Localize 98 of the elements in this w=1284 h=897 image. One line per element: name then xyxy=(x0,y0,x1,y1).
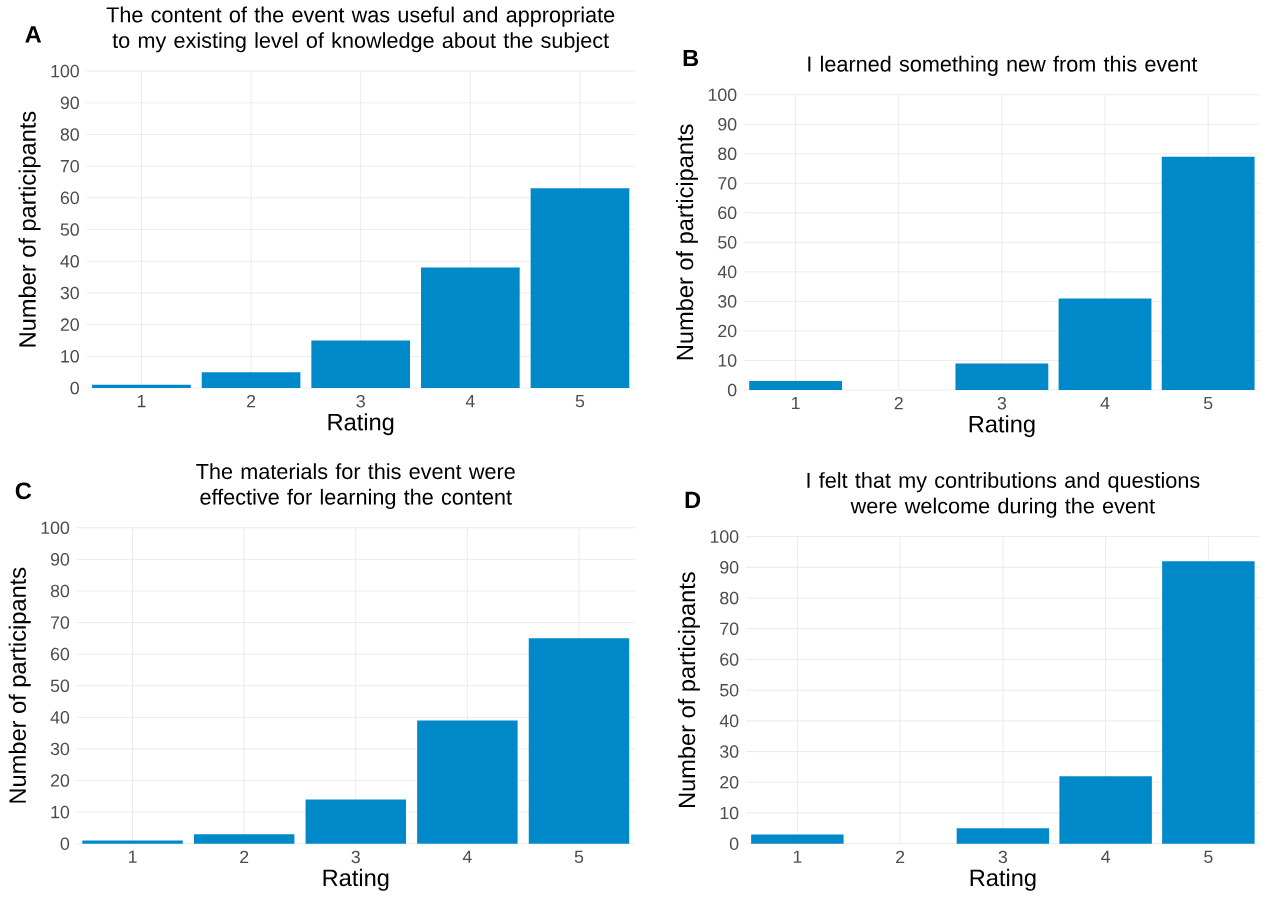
x-tick-label: 1 xyxy=(129,850,137,863)
bar xyxy=(1162,561,1255,844)
x-axis-title: Rating xyxy=(970,868,1036,891)
x-tick-label: 3 xyxy=(351,850,360,864)
y-tick-label: 100 xyxy=(51,64,79,78)
bar xyxy=(92,384,191,388)
y-tick-label: 20 xyxy=(720,775,739,789)
y-tick-label: 10 xyxy=(718,353,737,367)
y-tick-label: 80 xyxy=(50,584,70,598)
y-tick-label: 0 xyxy=(727,383,737,397)
chart-title: I felt that my contributions and questions were welcome during the event xyxy=(807,471,1200,518)
y-tick-label: 30 xyxy=(720,745,739,758)
x-tick-label: 3 xyxy=(998,850,1008,864)
y-tick-label: 60 xyxy=(60,191,79,204)
x-tick-label: 4 xyxy=(1101,850,1111,863)
y-tick-label: 20 xyxy=(718,324,737,338)
bar xyxy=(201,371,301,388)
x-tick-label: 2 xyxy=(240,850,249,863)
y-axis-title: Number of participants xyxy=(677,572,700,807)
y-tick-label: 90 xyxy=(50,552,70,566)
text: D xyxy=(685,491,701,508)
x-tick-label: 1 xyxy=(793,850,802,863)
y-tick-label: 30 xyxy=(718,294,737,308)
text: A xyxy=(25,26,42,43)
y-tick-label: 70 xyxy=(60,159,79,173)
x-axis-title: Rating xyxy=(328,412,394,435)
y-tick-label: 20 xyxy=(60,318,79,331)
bar xyxy=(528,638,630,844)
bar xyxy=(305,799,406,844)
bar xyxy=(421,267,520,388)
y-tick-label: 100 xyxy=(708,88,737,101)
y-tick-label: 80 xyxy=(718,147,737,160)
y-tick-label: 0 xyxy=(70,381,79,395)
x-tick-label: 5 xyxy=(574,850,584,863)
y-tick-label: 80 xyxy=(720,591,739,605)
x-tick-label: 5 xyxy=(1204,850,1213,863)
x-tick-label: 5 xyxy=(575,394,585,408)
bar xyxy=(956,828,1050,844)
y-tick-label: 40 xyxy=(717,265,737,278)
x-tick-label: 3 xyxy=(997,396,1007,410)
chart-title: The content of the event was useful and appropriate to my existing level of knowledge about the subject xyxy=(106,6,615,53)
y-tick-label: 40 xyxy=(719,714,739,727)
y-tick-label: 90 xyxy=(720,560,739,574)
text: C xyxy=(15,482,32,499)
y-tick-label: 90 xyxy=(718,117,737,131)
x-tick-label: 4 xyxy=(462,850,472,863)
y-tick-label: 50 xyxy=(720,683,739,697)
y-tick-label: 30 xyxy=(50,742,70,756)
y-axis-title: Number of participants xyxy=(8,567,31,803)
bar xyxy=(82,840,183,844)
x-tick-label: 4 xyxy=(1100,396,1110,409)
y-axis-title: Number of participants xyxy=(18,111,41,347)
y-tick-label: 60 xyxy=(720,652,739,666)
y-tick-label: 30 xyxy=(60,286,79,300)
bar xyxy=(193,834,295,844)
text: B xyxy=(683,49,699,66)
bar xyxy=(749,380,843,390)
x-tick-label: 2 xyxy=(247,394,256,408)
chart-title: I learned something new from this event xyxy=(808,55,1198,76)
x-tick-label: 2 xyxy=(894,396,903,410)
y-tick-label: 80 xyxy=(60,128,79,141)
y-tick-label: 100 xyxy=(710,530,739,543)
y-tick-label: 0 xyxy=(729,837,739,850)
x-tick-label: 4 xyxy=(465,394,475,407)
x-tick-label: 5 xyxy=(1203,396,1213,410)
y-tick-label: 10 xyxy=(61,349,79,363)
bar xyxy=(955,363,1049,390)
y-tick-label: 60 xyxy=(51,647,70,661)
chart-title: The materials for this event were effective for learning the content xyxy=(196,463,515,509)
bar xyxy=(1058,298,1152,390)
y-tick-label: 50 xyxy=(50,679,70,692)
x-axis-title: Rating xyxy=(969,414,1035,437)
y-tick-label: 40 xyxy=(50,710,70,724)
y-tick-label: 20 xyxy=(51,774,70,787)
y-tick-label: 60 xyxy=(718,206,737,219)
y-tick-label: 50 xyxy=(718,235,737,249)
x-tick-label: 1 xyxy=(792,396,800,409)
x-tick-label: 3 xyxy=(356,394,365,408)
y-tick-label: 70 xyxy=(51,616,70,629)
y-tick-label: 100 xyxy=(41,521,70,534)
x-tick-label: 1 xyxy=(137,394,146,407)
bar xyxy=(1059,775,1152,844)
y-tick-label: 0 xyxy=(60,837,70,850)
y-tick-label: 50 xyxy=(60,223,79,236)
y-tick-label: 70 xyxy=(720,622,739,635)
bar xyxy=(417,720,518,844)
bar xyxy=(751,834,844,844)
bar xyxy=(1161,156,1255,390)
y-tick-label: 10 xyxy=(720,806,739,820)
y-tick-label: 10 xyxy=(51,805,70,819)
y-axis-title: Number of participants xyxy=(675,124,698,360)
x-axis-title: Rating xyxy=(323,868,389,891)
y-tick-label: 40 xyxy=(60,254,79,268)
bar xyxy=(530,188,630,388)
bar xyxy=(311,340,411,388)
x-tick-label: 2 xyxy=(896,850,905,863)
y-tick-label: 90 xyxy=(60,96,79,109)
y-tick-label: 70 xyxy=(718,176,737,190)
